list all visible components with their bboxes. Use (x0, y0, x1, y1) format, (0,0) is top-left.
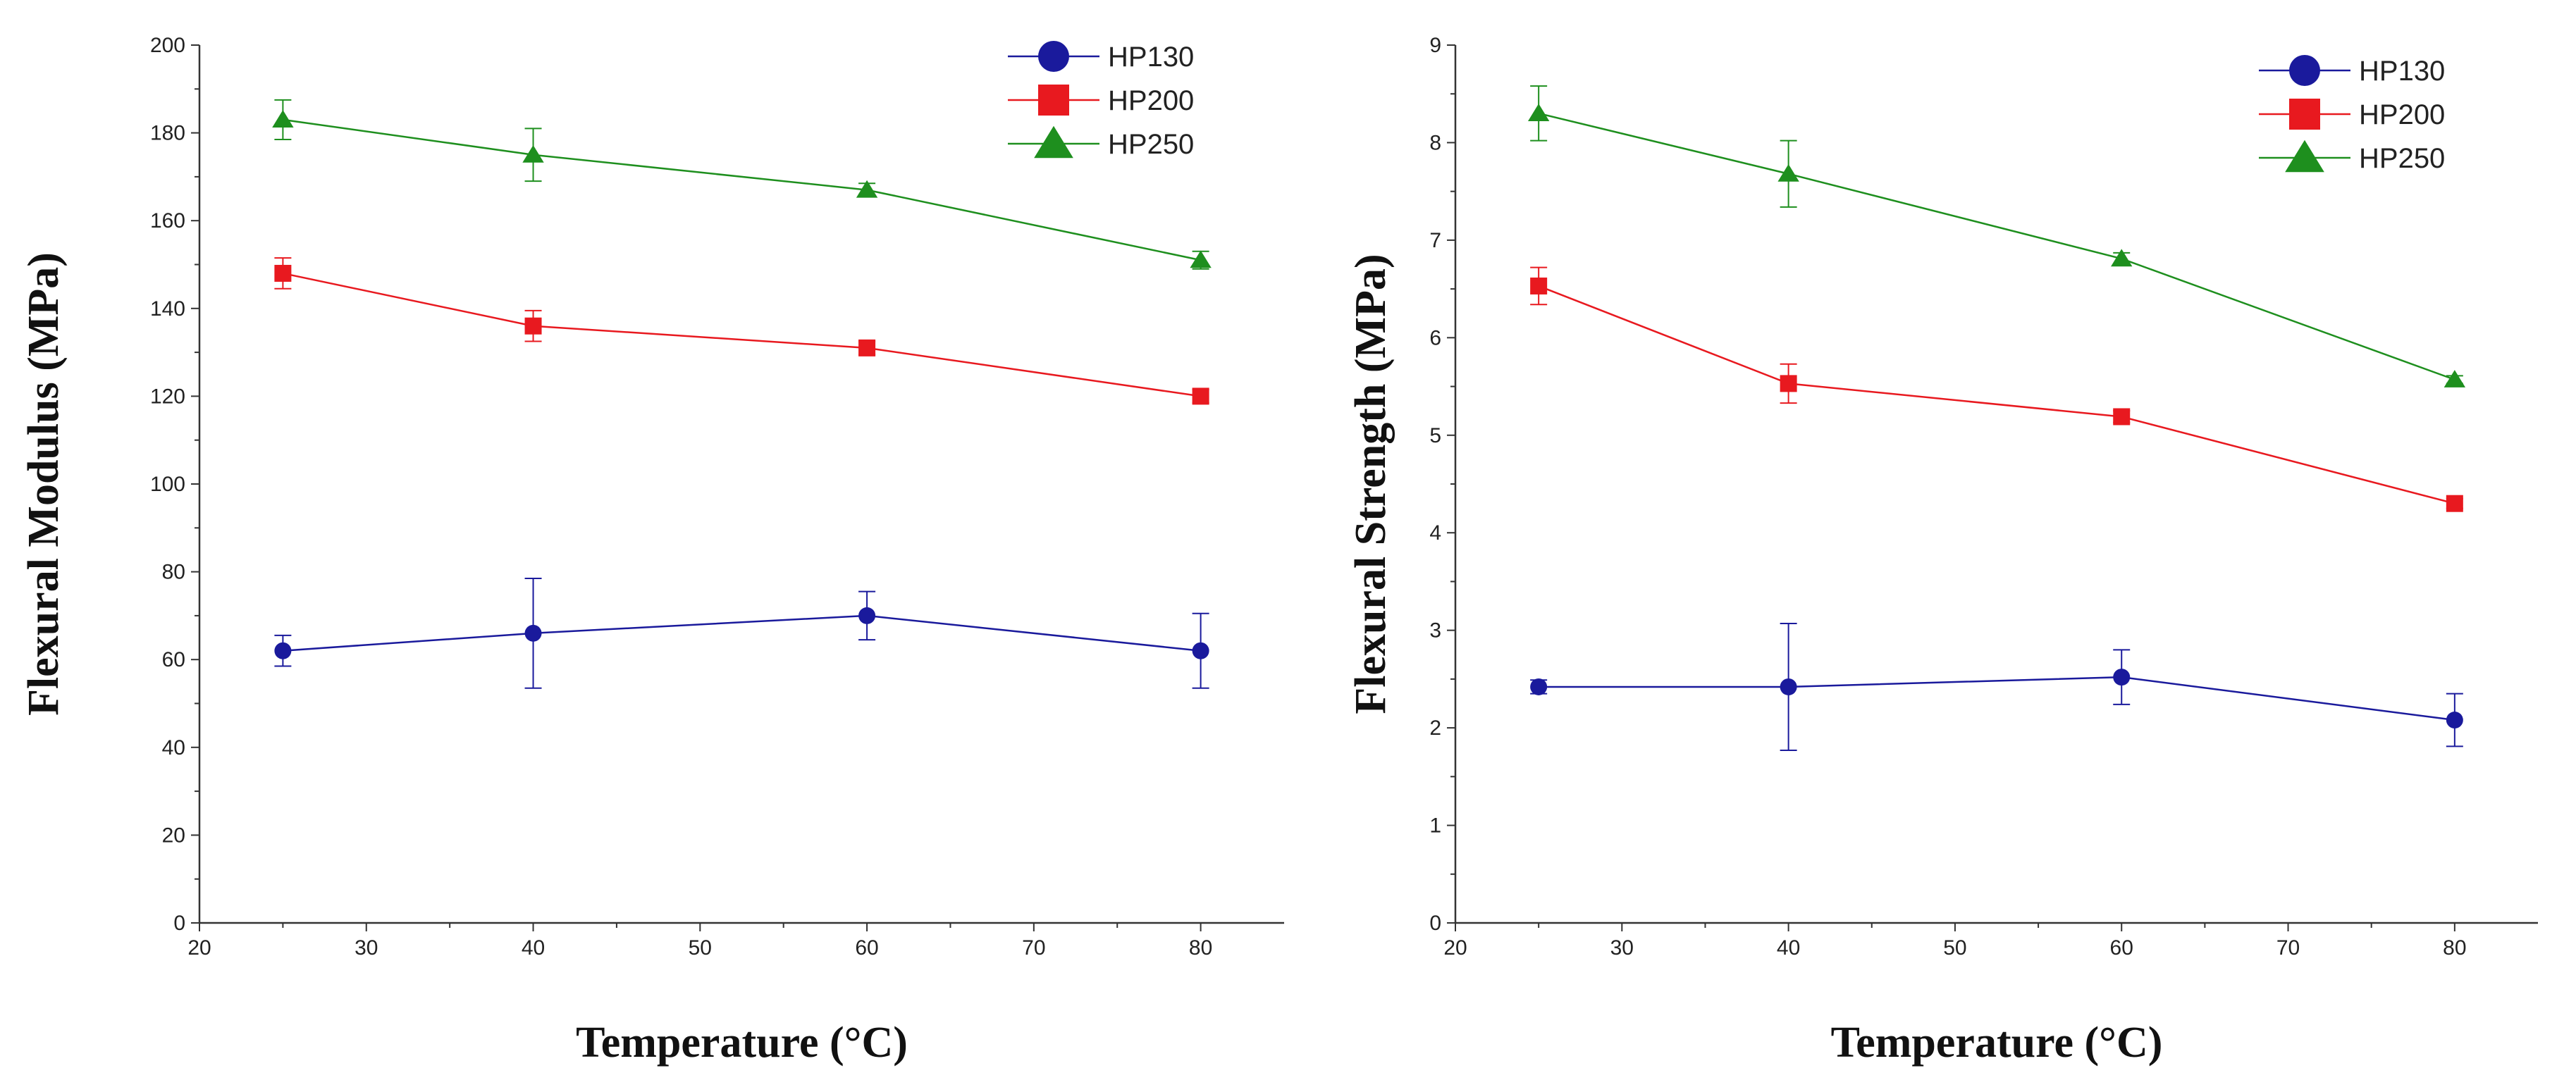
data-point (1780, 375, 1797, 392)
x-tick-label: 40 (522, 936, 545, 960)
y-tick-label: 0 (173, 912, 185, 935)
series-hp250 (272, 99, 1212, 270)
x-tick-label: 50 (1943, 936, 1966, 960)
data-point (858, 339, 876, 356)
x-tick-label: 30 (355, 936, 378, 960)
y-tick-label: 80 (162, 561, 185, 584)
x-tick-label: 40 (1777, 936, 1800, 960)
legend: HP130 HP200 HP250 (2259, 55, 2445, 174)
data-point (2111, 249, 2133, 267)
data-point (2443, 370, 2466, 387)
x-tick-label: 30 (1610, 936, 1634, 960)
x-tick-label: 20 (187, 936, 211, 960)
series-hp200 (1530, 266, 2463, 512)
data-point (858, 607, 876, 624)
y-tick-label: 60 (162, 648, 185, 671)
series-line (283, 118, 1201, 261)
data-point (524, 624, 542, 642)
x-tick-label: 20 (1443, 936, 1467, 960)
y-axis-title: Flexural Strength (MPa) (1347, 254, 1395, 714)
series-line (1538, 285, 2455, 504)
x-tick-label: 70 (2276, 936, 2300, 960)
legend-label: HP250 (1108, 129, 1194, 160)
x-tick-label: 80 (1189, 936, 1212, 960)
x-tick-label: 70 (1022, 936, 1045, 960)
data-point (2113, 669, 2131, 686)
legend: HP130 HP200 HP250 (1008, 41, 1194, 160)
y-tick-label: 2 (1429, 716, 1441, 740)
y-axis-title: Flexural Modulus (MPa) (20, 252, 68, 716)
y-tick-label: 4 (1429, 521, 1441, 545)
y-tick-label: 6 (1429, 326, 1441, 349)
data-point (1527, 104, 1550, 121)
y-tick-label: 8 (1429, 131, 1441, 154)
y-tick-label: 5 (1429, 424, 1441, 447)
y-tick-label: 120 (150, 385, 185, 408)
x-tick-label: 80 (2443, 936, 2466, 960)
y-tick-label: 7 (1429, 229, 1441, 252)
series-line (1538, 112, 2455, 381)
data-point (856, 180, 878, 198)
y-tick-label: 140 (150, 297, 185, 321)
data-point (1530, 277, 1548, 294)
data-point (1530, 678, 1548, 695)
data-point (272, 110, 294, 128)
legend-marker (2289, 55, 2320, 86)
data-point (1192, 642, 1209, 659)
legend-label: HP250 (2359, 143, 2445, 174)
data-point (274, 264, 292, 282)
series-hp130 (1530, 622, 2463, 751)
series-hp130 (274, 577, 1209, 689)
legend-marker (1038, 85, 1069, 116)
series-line (1539, 676, 2455, 721)
y-tick-label: 100 (150, 473, 185, 496)
legend-marker (1034, 125, 1073, 159)
x-tick-label: 60 (855, 936, 878, 960)
data-point (1777, 163, 1799, 182)
x-tick-label: 60 (2110, 936, 2133, 960)
legend-label: HP200 (1108, 85, 1194, 116)
x-tick-label: 50 (689, 936, 712, 960)
data-point (522, 144, 544, 163)
data-point (1780, 678, 1797, 695)
x-axis-title: Temperature (°C) (576, 1019, 908, 1067)
data-point (524, 317, 542, 335)
legend-label: HP200 (2359, 99, 2445, 130)
legend-label: HP130 (2359, 56, 2445, 87)
legend-marker (2285, 139, 2324, 173)
data-point (274, 642, 292, 659)
legend-label: HP130 (1108, 42, 1194, 73)
x-axis-title: Temperature (°C) (1831, 1019, 2163, 1067)
series-hp250 (1527, 85, 2466, 387)
y-tick-label: 200 (150, 34, 185, 57)
data-point (2446, 495, 2463, 512)
y-tick-label: 180 (150, 122, 185, 145)
flexural-strength-chart: 20 30 40 50 60 70 80 0 1 2 3 4 5 6 7 8 9 Temperature (°C)… (1347, 34, 2538, 1067)
series-line (283, 272, 1201, 397)
y-tick-label: 20 (162, 824, 185, 847)
y-tick-label: 9 (1429, 34, 1441, 57)
legend-marker (2289, 99, 2320, 130)
y-tick-label: 3 (1429, 619, 1441, 643)
y-tick-label: 160 (150, 209, 185, 232)
data-point (1190, 250, 1212, 268)
data-point (1192, 387, 1209, 405)
flexural-modulus-chart: 20 30 40 50 60 70 8002040608010012014016018020… (20, 34, 1284, 1067)
y-tick-label: 40 (162, 736, 185, 759)
y-tick-label: 0 (1429, 912, 1441, 935)
y-tick-label: 1 (1429, 814, 1441, 838)
legend-marker (1038, 41, 1069, 72)
data-point (2113, 408, 2131, 426)
data-point (2446, 712, 2463, 729)
series-line (283, 614, 1201, 652)
series-hp200 (274, 257, 1209, 405)
